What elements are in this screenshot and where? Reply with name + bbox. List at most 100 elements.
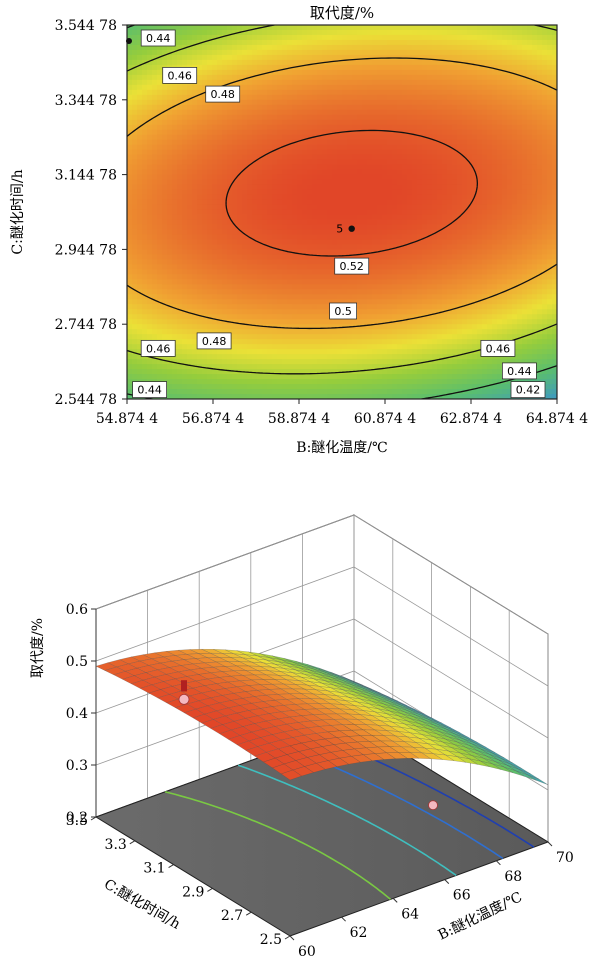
contour-cell: [202, 264, 208, 270]
contour-cell: [172, 334, 178, 340]
contour-cell: [367, 29, 373, 36]
contour-cell: [397, 329, 403, 335]
contour-cell: [172, 154, 178, 161]
contour-cell: [167, 384, 173, 390]
contour-cell: [157, 359, 163, 365]
contour-cell: [392, 139, 398, 146]
contour-cell: [447, 304, 453, 310]
contour-cell: [407, 229, 413, 236]
contour-cell: [222, 54, 228, 61]
contour-cell: [142, 319, 148, 325]
contour-cell: [382, 354, 388, 360]
contour-cell: [152, 84, 158, 91]
contour-cell: [142, 254, 148, 260]
contour-cell: [322, 199, 328, 206]
contour-cell: [277, 219, 283, 226]
contour-cell: [127, 44, 133, 51]
contour-cell: [182, 184, 188, 191]
contour-cell: [442, 269, 448, 275]
contour-cell: [232, 144, 238, 151]
contour-cell: [397, 99, 403, 106]
contour-cell: [262, 189, 268, 196]
contour-cell: [292, 124, 298, 131]
contour-cell: [182, 304, 188, 310]
contour-cell: [387, 344, 393, 350]
contour-cell: [132, 304, 138, 310]
contour-cell: [257, 279, 263, 285]
contour-cell: [347, 219, 353, 226]
contour-cell: [377, 39, 383, 46]
contour-cell: [337, 94, 343, 101]
contour-cell: [252, 139, 258, 146]
contour-cell: [167, 249, 173, 255]
contour-cell: [182, 239, 188, 246]
contour-cell: [292, 74, 298, 81]
contour-cell: [457, 129, 463, 136]
contour-cell: [272, 29, 278, 36]
contour-cell: [397, 284, 403, 290]
contour-cell: [322, 44, 328, 51]
contour-cell: [352, 244, 358, 250]
contour-cell: [397, 124, 403, 131]
contour-cell: [152, 249, 158, 255]
contour-cell: [127, 154, 133, 161]
contour-cell: [447, 69, 453, 76]
contour-cell: [447, 74, 453, 81]
contour-cell: [297, 59, 303, 66]
contour-cell: [377, 194, 383, 201]
contour-cell: [232, 44, 238, 51]
contour-cell: [297, 149, 303, 156]
contour-cell: [217, 79, 223, 86]
contour-cell: [402, 339, 408, 345]
contour-cell: [152, 204, 158, 211]
contour-cell: [197, 279, 203, 285]
contour-cell: [287, 49, 293, 56]
contour-cell: [397, 254, 403, 260]
contour-cell: [147, 49, 153, 56]
contour-cell: [412, 309, 418, 315]
contour-cell: [262, 329, 268, 335]
contour-cell: [277, 204, 283, 211]
contour-cell: [142, 289, 148, 295]
contour-cell: [337, 69, 343, 76]
contour-cell: [237, 109, 243, 116]
contour-cell: [247, 54, 253, 61]
contour-cell: [357, 104, 363, 111]
contour-cell: [202, 179, 208, 186]
contour-cell: [302, 244, 308, 250]
contour-cell: [342, 294, 348, 300]
contour-cell: [282, 249, 288, 255]
contour-cell: [422, 34, 428, 41]
contour-cell: [207, 364, 213, 370]
contour-cell: [327, 44, 333, 51]
contour-cell: [217, 74, 223, 81]
contour-cell: [407, 349, 413, 355]
contour-cell: [162, 44, 168, 51]
contour-cell: [152, 119, 158, 126]
contour-cell: [197, 264, 203, 270]
contour-cell: [372, 114, 378, 121]
contour-cell: [252, 379, 258, 385]
contour-cell: [292, 174, 298, 181]
contour-cell: [287, 164, 293, 171]
contour-cell: [162, 119, 168, 126]
contour-cell: [422, 339, 428, 345]
contour-cell: [417, 334, 423, 340]
contour-cell: [322, 124, 328, 131]
contour-cell: [187, 279, 193, 285]
contour-cell: [427, 74, 433, 81]
contour-cell: [417, 384, 423, 390]
contour-cell: [322, 244, 328, 250]
contour-cell: [262, 259, 268, 265]
contour-cell: [142, 239, 148, 246]
contour-cell: [357, 394, 363, 399]
contour-cell: [387, 184, 393, 191]
contour-cell: [282, 369, 288, 375]
contour-cell: [197, 114, 203, 121]
contour-cell: [162, 314, 168, 320]
contour-cell: [267, 99, 273, 106]
contour-cell: [397, 344, 403, 350]
contour-cell: [442, 109, 448, 116]
contour-cell: [247, 379, 253, 385]
contour-cell: [392, 44, 398, 51]
